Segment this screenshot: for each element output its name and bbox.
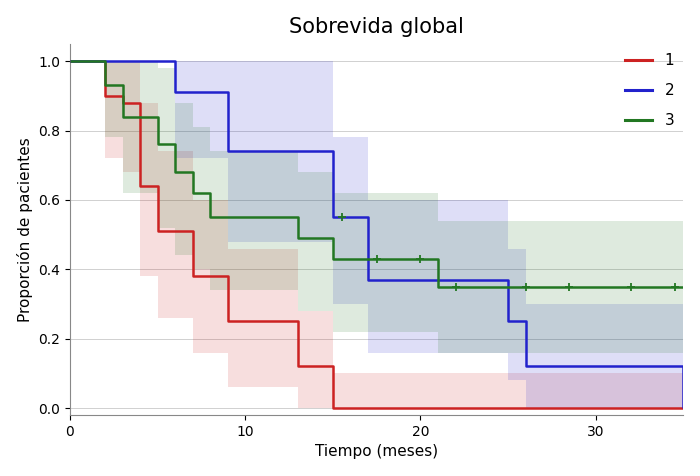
- Legend: 1, 2, 3: 1, 2, 3: [619, 47, 680, 135]
- Y-axis label: Proporción de pacientes: Proporción de pacientes: [17, 137, 33, 322]
- Title: Sobrevida global: Sobrevida global: [289, 17, 464, 37]
- X-axis label: Tiempo (meses): Tiempo (meses): [315, 444, 438, 459]
